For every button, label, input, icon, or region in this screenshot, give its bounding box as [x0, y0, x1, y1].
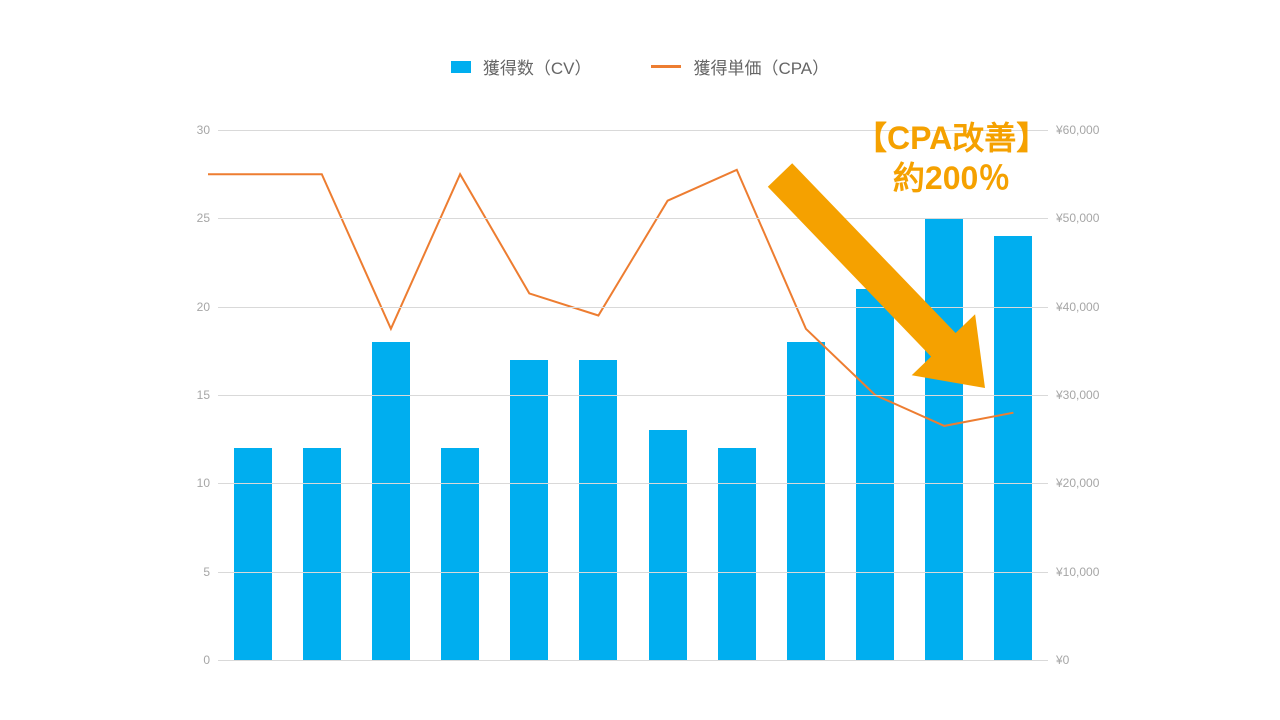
grid-line — [218, 218, 1048, 219]
chart-container: 獲得数（CV） 獲得単価（CPA） 051015202530¥0¥10,000¥… — [0, 0, 1280, 720]
legend: 獲得数（CV） 獲得単価（CPA） — [0, 54, 1280, 79]
legend-line-label: 獲得単価（CPA） — [693, 54, 829, 79]
grid-line — [218, 483, 1048, 484]
y-left-tick-label: 20 — [170, 300, 210, 314]
y-right-tick-label: ¥10,000 — [1056, 565, 1116, 579]
cpa-annotation: 【CPA改善】 約200％ — [855, 118, 1048, 198]
y-right-tick-label: ¥40,000 — [1056, 300, 1116, 314]
y-right-tick-label: ¥50,000 — [1056, 211, 1116, 225]
legend-item-line: 獲得単価（CPA） — [651, 54, 829, 79]
grid-line — [218, 395, 1048, 396]
plot-area: 051015202530¥0¥10,000¥20,000¥30,000¥40,0… — [218, 130, 1048, 660]
y-left-tick-label: 10 — [170, 476, 210, 490]
cpa-line — [208, 170, 1013, 426]
y-left-tick-label: 15 — [170, 388, 210, 402]
legend-item-bar: 獲得数（CV） — [451, 54, 592, 79]
y-right-tick-label: ¥30,000 — [1056, 388, 1116, 402]
legend-line-swatch — [651, 65, 681, 68]
grid-line — [218, 307, 1048, 308]
annotation-line2: 約200％ — [855, 158, 1048, 198]
grid-line — [218, 572, 1048, 573]
grid-line — [218, 660, 1048, 661]
annotation-line1: 【CPA改善】 — [855, 118, 1048, 158]
y-left-tick-label: 25 — [170, 211, 210, 225]
y-right-tick-label: ¥0 — [1056, 653, 1116, 667]
y-right-tick-label: ¥60,000 — [1056, 123, 1116, 137]
y-left-tick-label: 30 — [170, 123, 210, 137]
y-left-tick-label: 5 — [170, 565, 210, 579]
y-right-tick-label: ¥20,000 — [1056, 476, 1116, 490]
y-left-tick-label: 0 — [170, 653, 210, 667]
legend-bar-swatch — [451, 61, 471, 73]
legend-bar-label: 獲得数（CV） — [483, 54, 592, 79]
